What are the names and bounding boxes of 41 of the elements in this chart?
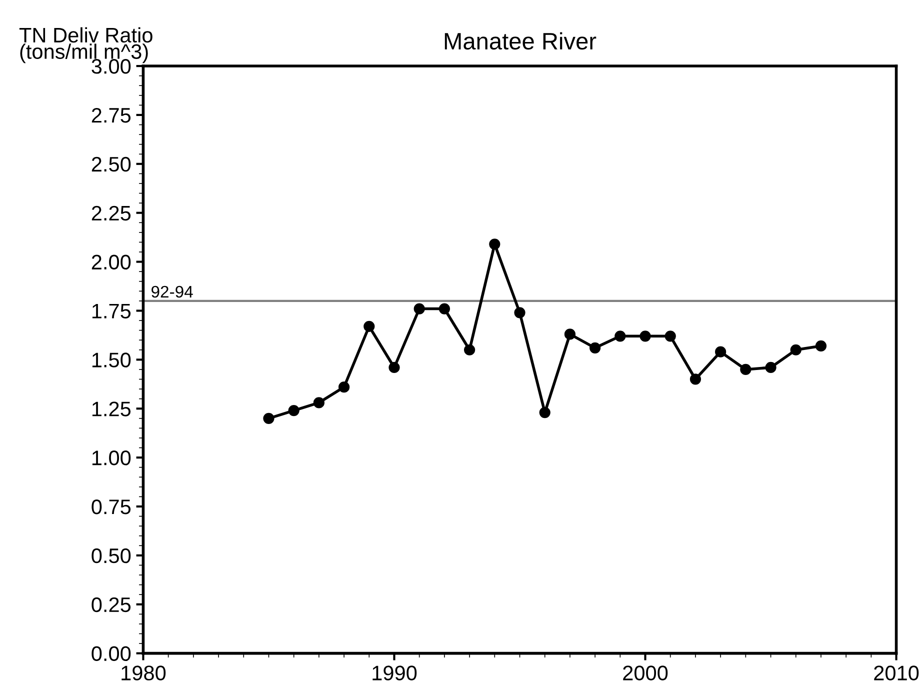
- point: [815, 340, 827, 352]
- chart-title: Manatee River: [444, 32, 596, 50]
- x-tick-label: 1980: [122, 666, 166, 680]
- point: [765, 362, 776, 374]
- point: [640, 330, 651, 342]
- point: [614, 330, 626, 342]
- point: [664, 330, 676, 342]
- y-tick-label: 2.75: [92, 108, 131, 123]
- y-tick-label: 2.00: [92, 254, 131, 270]
- x-tick-label: 2000: [623, 666, 668, 680]
- point: [338, 382, 350, 393]
- y-tick-label: 1.75: [92, 304, 131, 318]
- point: [539, 406, 550, 418]
- point: [740, 364, 752, 376]
- y-tick-label: 0.00: [92, 646, 131, 662]
- point: [790, 344, 802, 356]
- y-tick-label: 1.25: [92, 402, 131, 416]
- point: [414, 303, 425, 314]
- y-tick-label: 2.25: [92, 206, 131, 221]
- y-tick-label: 2.50: [92, 156, 131, 172]
- y-tick-label: 1.50: [92, 352, 131, 368]
- x-tick-label: 1990: [372, 666, 417, 680]
- point: [690, 374, 702, 385]
- point: [564, 328, 576, 340]
- point: [438, 303, 450, 314]
- point: [364, 320, 375, 332]
- point: [489, 238, 500, 250]
- x-tick-label: 2010: [874, 666, 919, 680]
- point: [313, 397, 324, 408]
- annotation: 92-94: [152, 286, 193, 298]
- point: [715, 346, 726, 358]
- y-tick-label: 0.75: [92, 499, 131, 514]
- y-tick-label: 0.25: [92, 597, 131, 612]
- point: [514, 307, 526, 318]
- point: [263, 412, 274, 424]
- point: [388, 362, 400, 374]
- point: [590, 342, 601, 354]
- point: [464, 344, 476, 356]
- point: [288, 405, 300, 416]
- y-tick-label: 1.00: [92, 450, 131, 466]
- y-tick-label: 0.50: [92, 548, 131, 564]
